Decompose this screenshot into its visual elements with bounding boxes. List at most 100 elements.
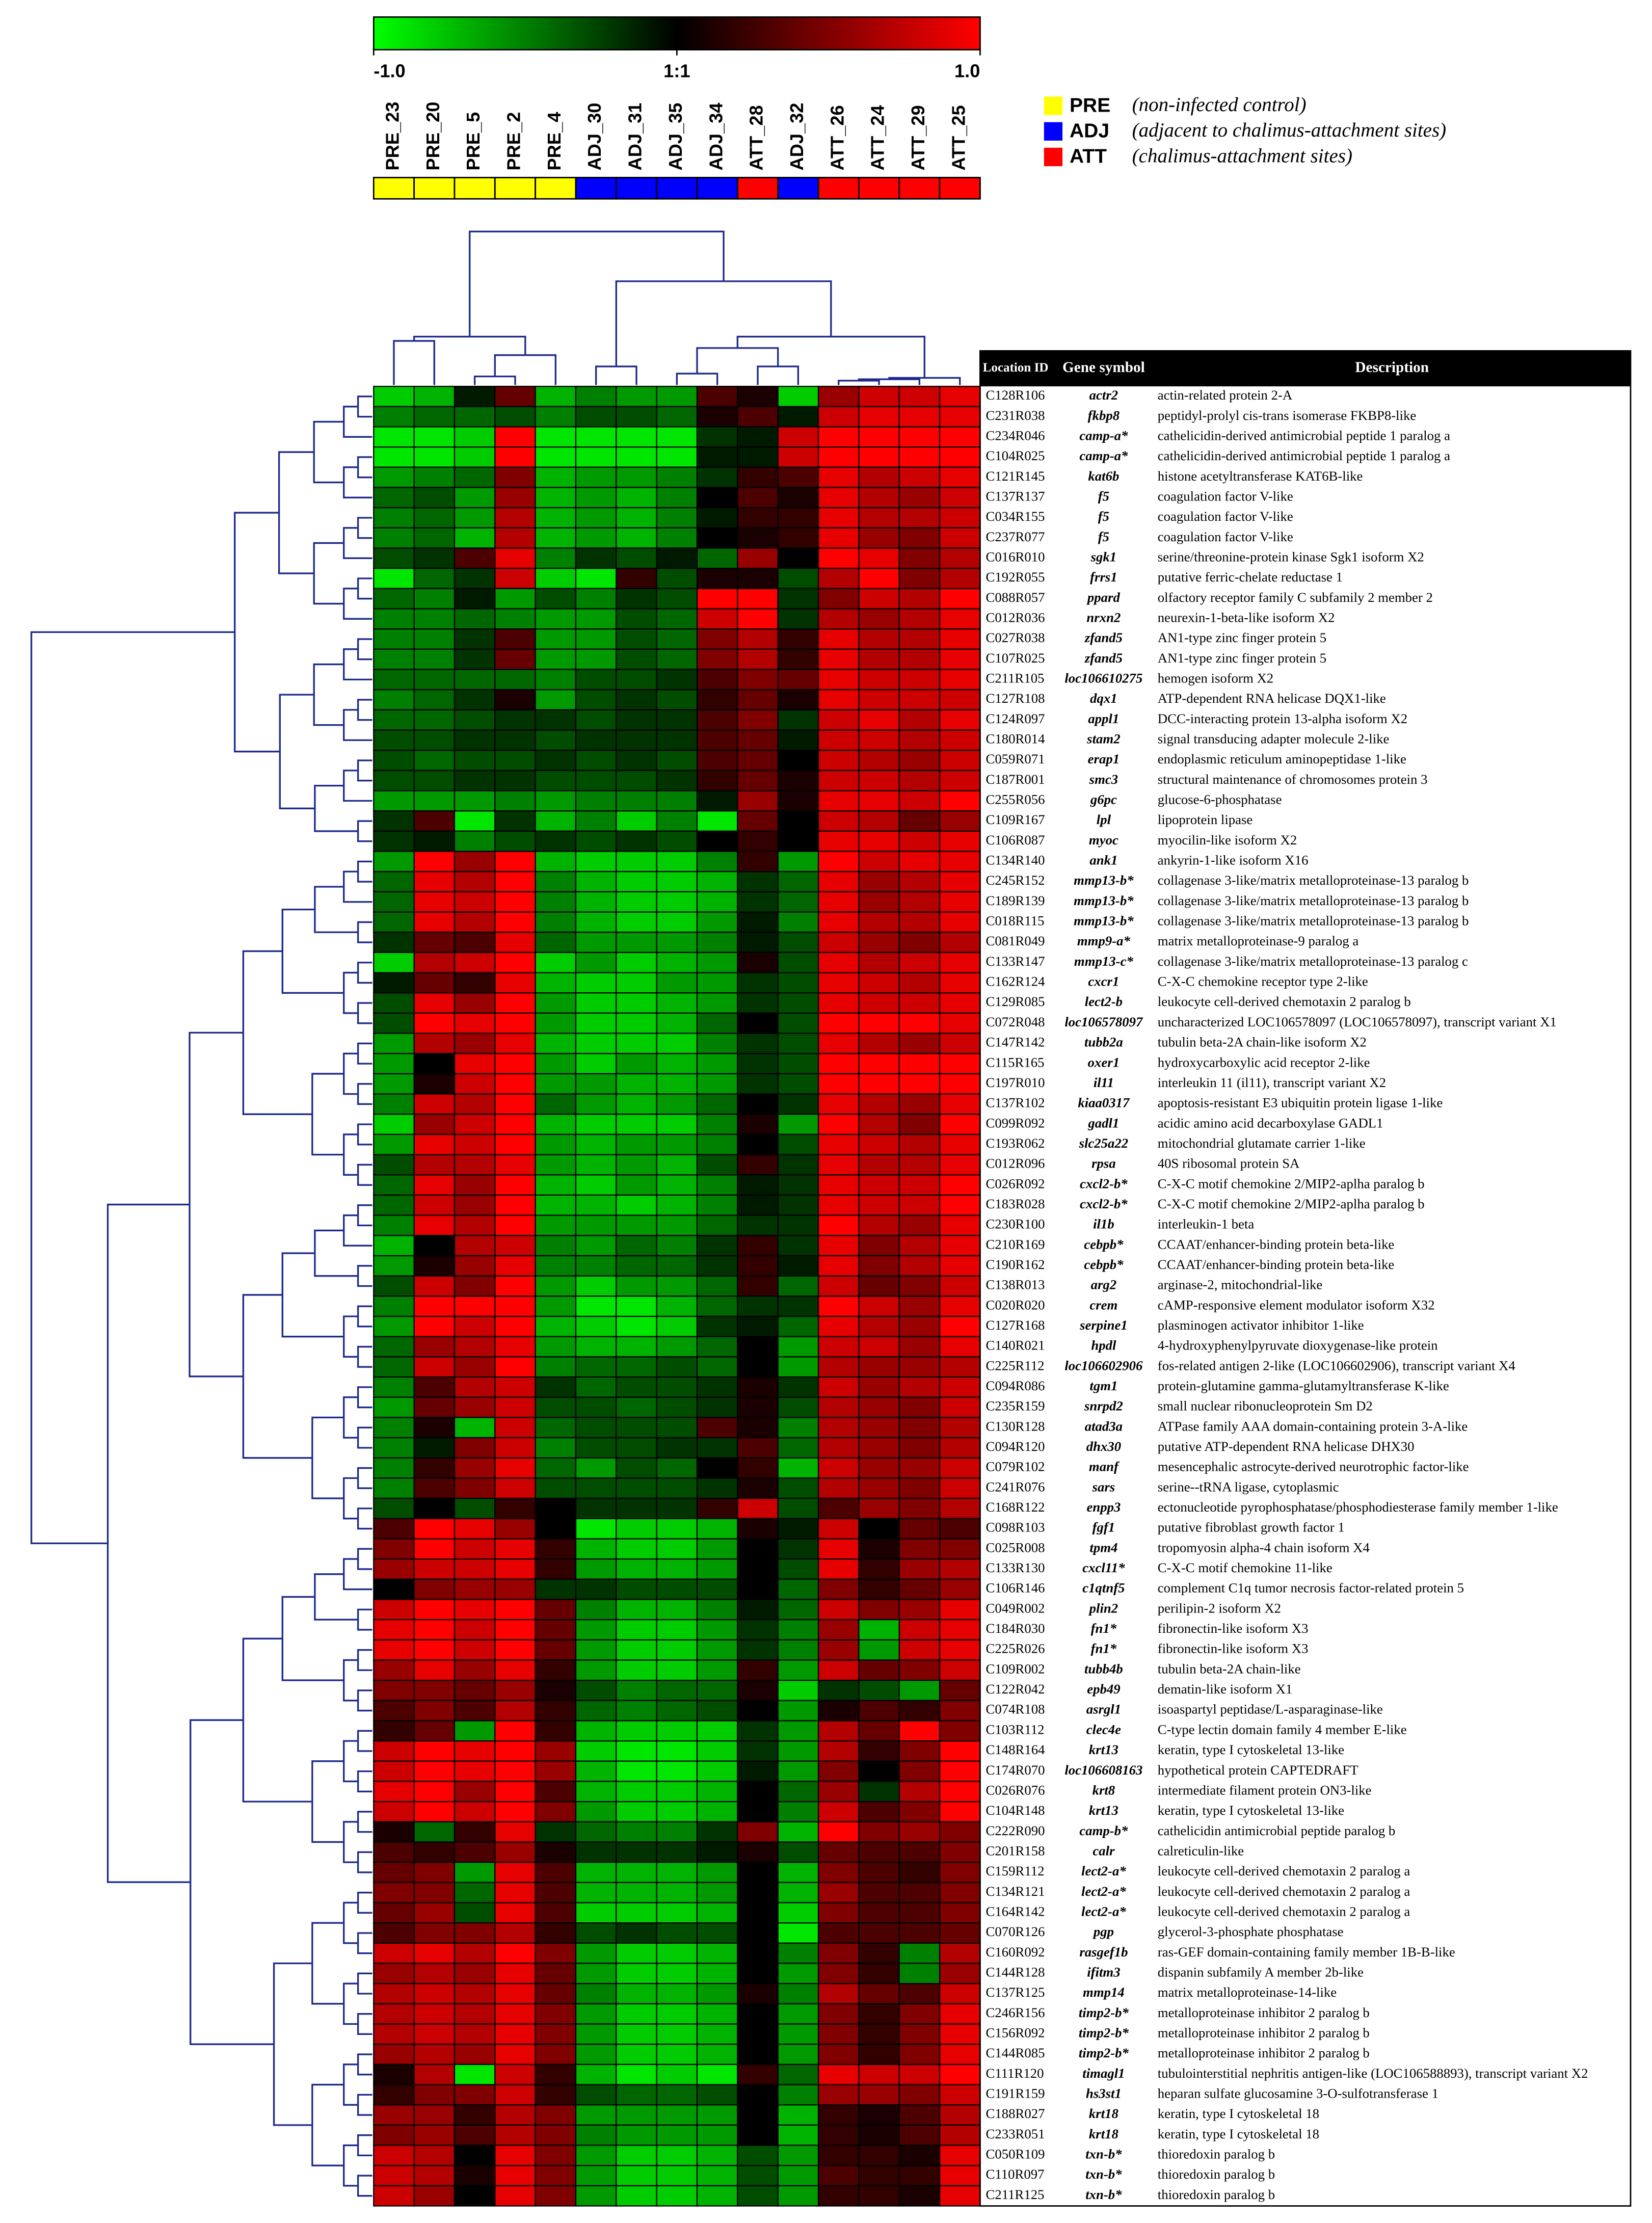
heatmap-cell [616, 972, 657, 994]
heatmap-cell [656, 932, 698, 954]
heatmap-cell [616, 669, 657, 691]
dendrogram-link [357, 1345, 372, 1368]
heatmap-cell [817, 2063, 860, 2085]
heatmap-cell [616, 1497, 657, 1519]
heatmap-cell [373, 1902, 415, 1924]
heatmap-cell [373, 446, 415, 468]
heatmap-cell [737, 1882, 779, 1903]
heatmap-cell [696, 1012, 738, 1034]
heatmap-cell [494, 1012, 536, 1034]
heatmap-cell [454, 1518, 496, 1540]
heatmap-cell [737, 1841, 779, 1863]
gene-symbol: hpdl [1091, 1338, 1116, 1353]
heatmap-cell [858, 386, 900, 407]
heatmap-cell [898, 426, 941, 448]
heatmap-cell [494, 1922, 536, 1944]
location-id: C074R108 [986, 1702, 1045, 1717]
heatmap-cell [616, 1133, 657, 1155]
heatmap-cell [575, 669, 617, 691]
heatmap-cell [494, 1133, 536, 1155]
heatmap-cell [939, 1538, 981, 1560]
heatmap-cell [777, 1437, 819, 1459]
heatmap-cell [777, 648, 819, 670]
heatmap-cell [616, 1538, 657, 1560]
heatmap-cell [535, 1781, 577, 1803]
heatmap-cell [454, 1315, 496, 1337]
heatmap-cell [777, 1477, 819, 1499]
heatmap-cell [373, 992, 415, 1014]
location-id: C140R021 [986, 1338, 1045, 1353]
heatmap-cell [858, 1902, 900, 1924]
gene-description: ATP-dependent RNA helicase DQX1-like [1158, 691, 1386, 706]
heatmap-cell [413, 1093, 456, 1115]
heatmap-cell [858, 1275, 900, 1297]
heatmap-cell [575, 1942, 617, 1964]
heatmap-cell [373, 1841, 415, 1863]
heatmap-cell [575, 1720, 617, 1742]
heatmap-cell [575, 507, 617, 528]
heatmap-cell [939, 1578, 981, 1600]
heatmap-cell [616, 588, 657, 610]
heatmap-cell [939, 1841, 981, 1863]
heatmap-cell [696, 1801, 738, 1822]
heatmap-cell [413, 1275, 456, 1297]
gene-description: tropomyosin alpha-4 chain isoform X4 [1158, 1540, 1370, 1555]
heatmap-cell [939, 1214, 981, 1236]
dendrogram-link [343, 1133, 358, 1176]
heatmap-cell [858, 891, 900, 913]
heatmap-cell [777, 1518, 819, 1540]
heatmap-cell [656, 1538, 698, 1560]
heatmap-cell [575, 790, 617, 812]
heatmap-cell [656, 1720, 698, 1742]
gene-description: lipoprotein lipase [1158, 812, 1253, 827]
heatmap-cell [575, 466, 617, 488]
heatmap-cell [535, 547, 577, 569]
heatmap-cell [696, 648, 738, 670]
heatmap-cell [535, 1821, 577, 1843]
heatmap-cell [696, 1558, 738, 1580]
heatmap-cell [737, 1659, 779, 1681]
heatmap-cell [898, 1659, 941, 1681]
heatmap-cell [656, 1376, 698, 1398]
gene-symbol: krt18 [1089, 2106, 1118, 2121]
heatmap-cell [454, 628, 496, 650]
heatmap-cell [817, 1599, 860, 1621]
gene-symbol: epb49 [1087, 1681, 1120, 1697]
heatmap-cell [939, 2063, 981, 2085]
gene-symbol: cebpb* [1084, 1236, 1124, 1252]
gene-description: heparan sulfate glucosamine 3-O-sulfotra… [1158, 2086, 1438, 2101]
heatmap-cell [858, 1659, 900, 1681]
heatmap-cell [939, 1882, 981, 1903]
heatmap-cell [737, 2104, 779, 2126]
heatmap-cell [656, 1437, 698, 1459]
heatmap-cell [535, 932, 577, 954]
gene-symbol: plin2 [1088, 1600, 1118, 1616]
heatmap-cell [494, 507, 536, 528]
heatmap-cell [656, 1578, 698, 1600]
heatmap-cell [616, 1740, 657, 1762]
heatmap-cell [575, 2044, 617, 2065]
heatmap-cell [413, 1862, 456, 1883]
dendrogram-link [343, 1901, 358, 1944]
gene-description: thioredoxin paralog b [1158, 2187, 1275, 2202]
gene-description: signal transducing adapter molecule 2-li… [1158, 731, 1390, 747]
heatmap-cell [494, 1194, 536, 1216]
heatmap-cell [858, 2044, 900, 2065]
heatmap-cell [616, 527, 657, 549]
gene-description: isoaspartyl peptidase/L-asparaginase-lik… [1158, 1702, 1383, 1717]
gene-description: CCAAT/enhancer-binding protein beta-like [1158, 1236, 1394, 1252]
heatmap-cell [454, 1235, 496, 1257]
heatmap-cell [616, 1679, 657, 1701]
heatmap-cell [939, 1659, 981, 1681]
gene-description: hypothetical protein CAPTEDRAFT [1158, 1762, 1358, 1778]
heatmap-cell [777, 972, 819, 994]
heatmap-cell [898, 1376, 941, 1398]
heatmap-cell [939, 669, 981, 691]
heatmap-cell [454, 1882, 496, 1903]
heatmap-cell [777, 588, 819, 610]
heatmap-cell [656, 1740, 698, 1762]
heatmap-cell [777, 790, 819, 812]
heatmap-cell [696, 1356, 738, 1378]
heatmap-cell [737, 790, 779, 812]
heatmap-cell [817, 1659, 860, 1681]
